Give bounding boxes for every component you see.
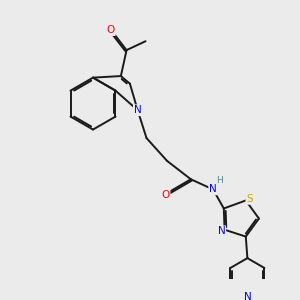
Text: N: N — [218, 226, 225, 236]
Text: N: N — [209, 184, 217, 194]
Text: O: O — [161, 190, 169, 200]
Text: N: N — [134, 105, 142, 115]
Text: N: N — [244, 292, 251, 300]
Text: H: H — [217, 176, 224, 185]
Text: S: S — [246, 194, 253, 204]
Text: O: O — [106, 25, 115, 35]
